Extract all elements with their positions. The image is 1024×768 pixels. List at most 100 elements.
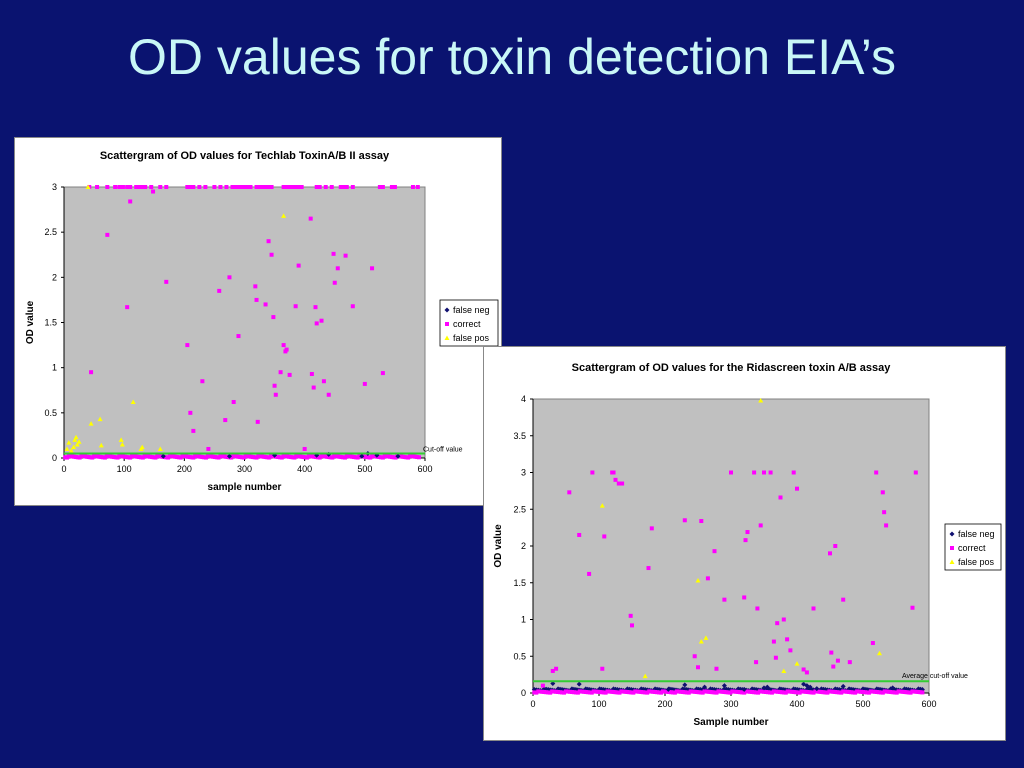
data-point: [702, 684, 708, 690]
data-point: [236, 334, 241, 339]
data-point: [611, 470, 616, 475]
data-point: [191, 185, 196, 189]
data-point: [395, 453, 401, 459]
data-point: [665, 686, 671, 692]
data-point: [359, 453, 365, 459]
cutoff-label: Average cut-off value: [902, 673, 968, 680]
y-tick-label: 0: [52, 453, 57, 463]
chart-title: Scattergram of OD values for Techlab Tox…: [100, 150, 390, 162]
data-point: [164, 185, 169, 189]
data-point: [389, 185, 394, 189]
data-point: [696, 665, 700, 670]
data-point: [758, 523, 763, 528]
data-point: [682, 518, 687, 523]
data-point: [125, 305, 130, 310]
data-point: [188, 185, 193, 189]
data-point: [254, 297, 259, 302]
data-point: [714, 666, 719, 671]
data-point: [721, 683, 727, 689]
data-point: [692, 654, 697, 659]
data-point: [752, 470, 757, 475]
data-point: [764, 684, 770, 690]
data-point: [833, 544, 838, 548]
data-point: [698, 639, 704, 644]
data-point: [705, 576, 710, 581]
data-point: [309, 371, 314, 376]
x-axis-label: sample number: [208, 482, 282, 493]
data-point: [758, 397, 764, 403]
data-point: [88, 421, 94, 426]
data-point: [761, 685, 767, 691]
data-point: [613, 477, 618, 482]
data-point: [554, 666, 559, 671]
data-point: [331, 251, 336, 256]
data-point: [415, 185, 420, 189]
x-tick-label: 300: [723, 699, 738, 709]
data-point: [224, 185, 229, 189]
data-point: [185, 185, 190, 189]
data-point: [323, 185, 328, 189]
x-tick-label: 400: [789, 699, 804, 709]
data-point: [245, 185, 250, 189]
data-point: [350, 304, 355, 309]
data-point: [188, 410, 193, 415]
data-point: [85, 184, 91, 189]
data-point: [263, 302, 268, 307]
data-point: [332, 280, 337, 285]
data-point: [203, 185, 208, 189]
data-point: [317, 185, 322, 189]
data-point: [762, 470, 766, 475]
y-tick-label: 0.5: [44, 408, 57, 418]
data-point: [682, 682, 688, 688]
data-point: [281, 185, 286, 189]
data-point: [882, 510, 887, 515]
plot-area: [63, 186, 426, 459]
data-point: [119, 441, 125, 447]
ridascreen-scattergram-card: Scattergram of OD values for the Ridascr…: [483, 346, 1006, 741]
data-point: [377, 185, 382, 189]
legend-swatch: [445, 322, 449, 326]
legend-swatch: [950, 546, 954, 550]
data-point: [137, 185, 142, 189]
data-point: [877, 650, 882, 656]
data-point: [788, 648, 793, 653]
data-point: [185, 343, 190, 348]
data-point: [602, 534, 607, 539]
legend-label: false neg: [453, 305, 490, 315]
data-point: [296, 263, 301, 268]
data-point: [712, 549, 717, 554]
data-point: [105, 185, 110, 189]
data-point: [64, 446, 70, 451]
data-point: [299, 185, 304, 189]
data-point: [801, 667, 806, 672]
data-point: [576, 681, 582, 687]
data-point: [775, 621, 780, 626]
data-point: [841, 597, 846, 602]
data-point: [577, 532, 582, 537]
y-tick-label: 1.5: [44, 318, 57, 328]
data-point: [269, 185, 274, 189]
data-point: [200, 379, 205, 384]
data-point: [130, 399, 136, 404]
data-point: [278, 370, 283, 375]
near-zero-point: [920, 690, 925, 695]
legend: false neg correct false pos: [439, 299, 499, 347]
data-point: [76, 439, 82, 444]
data-point: [287, 185, 292, 189]
legend-box: [439, 299, 499, 347]
slide-title: OD values for toxin detection EIA’s: [128, 29, 896, 85]
cutoff-label: Cut-off value: [423, 446, 463, 453]
data-point: [105, 232, 110, 237]
data-point: [811, 606, 816, 611]
data-point: [880, 490, 885, 495]
data-point: [266, 185, 271, 189]
data-point: [794, 661, 800, 666]
data-point: [281, 213, 287, 218]
data-point: [785, 637, 790, 642]
x-tick-label: 200: [657, 699, 672, 709]
data-point: [272, 383, 277, 388]
data-point: [248, 185, 253, 189]
data-point: [134, 185, 139, 189]
data-point: [743, 538, 748, 543]
y-tick-label: 0: [521, 688, 526, 698]
